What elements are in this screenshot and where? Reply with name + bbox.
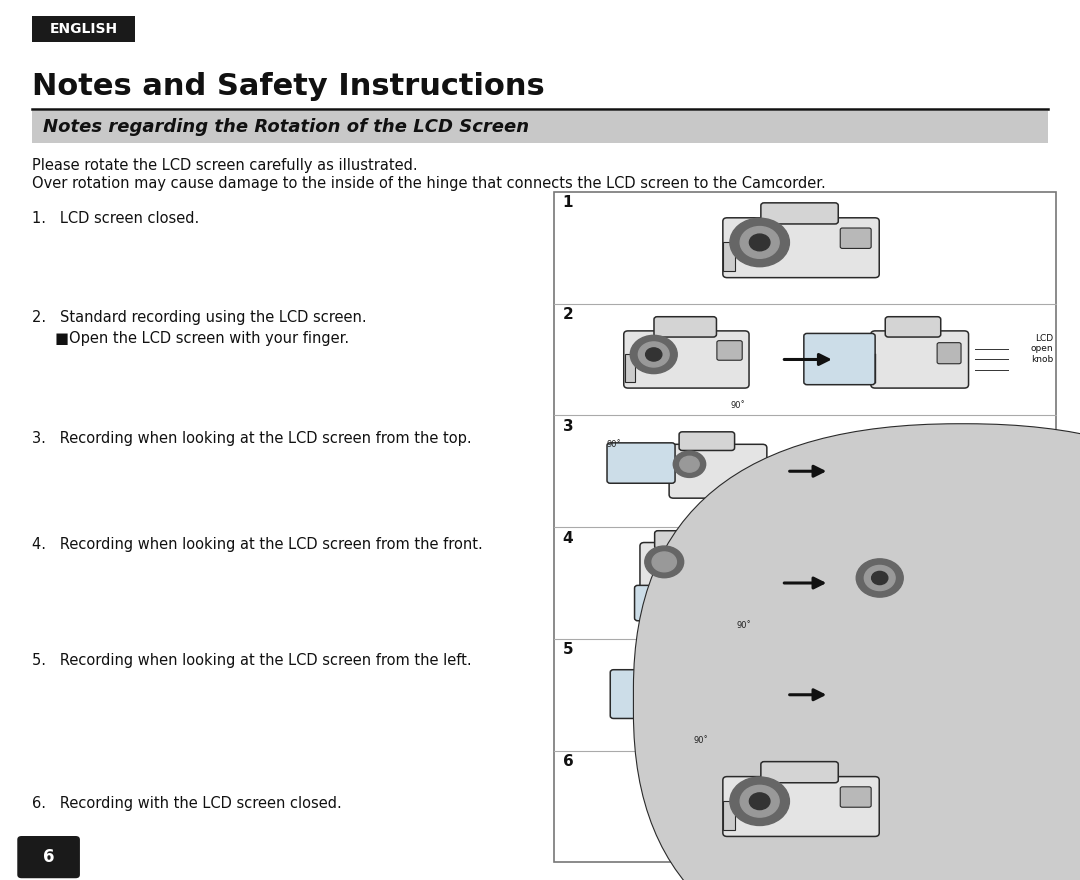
Bar xyxy=(625,355,635,382)
Text: 2: 2 xyxy=(563,307,573,322)
FancyBboxPatch shape xyxy=(880,540,943,561)
Text: 4: 4 xyxy=(563,531,573,546)
Text: 6: 6 xyxy=(563,754,573,769)
FancyBboxPatch shape xyxy=(840,228,872,248)
FancyBboxPatch shape xyxy=(935,679,961,699)
Circle shape xyxy=(679,457,699,473)
FancyBboxPatch shape xyxy=(870,331,969,388)
FancyBboxPatch shape xyxy=(624,331,750,388)
Text: 90˚: 90˚ xyxy=(693,736,707,745)
Text: 5.   Recording when looking at the LCD screen from the left.: 5. Recording when looking at the LCD scr… xyxy=(32,653,472,668)
Text: ENGLISH: ENGLISH xyxy=(50,22,118,36)
FancyBboxPatch shape xyxy=(840,787,872,807)
Circle shape xyxy=(673,451,705,478)
Bar xyxy=(851,578,861,605)
Circle shape xyxy=(856,559,903,598)
FancyBboxPatch shape xyxy=(887,444,985,498)
Text: 3: 3 xyxy=(563,419,573,434)
FancyBboxPatch shape xyxy=(679,432,734,451)
FancyBboxPatch shape xyxy=(654,531,706,549)
Text: 1: 1 xyxy=(563,195,573,210)
Text: 4.   Recording when looking at the LCD screen from the front.: 4. Recording when looking at the LCD scr… xyxy=(32,537,483,552)
Circle shape xyxy=(730,218,789,267)
FancyBboxPatch shape xyxy=(610,670,681,718)
FancyBboxPatch shape xyxy=(32,16,135,42)
Text: 90˚: 90˚ xyxy=(731,400,745,410)
FancyBboxPatch shape xyxy=(17,836,80,878)
Bar xyxy=(724,242,735,272)
Circle shape xyxy=(631,335,677,374)
Text: 6.   Recording with the LCD screen closed.: 6. Recording with the LCD screen closed. xyxy=(32,796,342,811)
Text: ■Open the LCD screen with your finger.: ■Open the LCD screen with your finger. xyxy=(32,331,350,346)
FancyBboxPatch shape xyxy=(897,432,953,451)
Circle shape xyxy=(750,793,770,810)
FancyBboxPatch shape xyxy=(760,761,838,783)
Bar xyxy=(724,801,735,831)
FancyBboxPatch shape xyxy=(863,668,972,722)
FancyBboxPatch shape xyxy=(723,218,879,278)
Text: 90˚: 90˚ xyxy=(607,440,621,450)
Circle shape xyxy=(638,342,670,367)
FancyBboxPatch shape xyxy=(607,443,675,483)
Circle shape xyxy=(645,546,684,577)
FancyBboxPatch shape xyxy=(670,444,767,498)
FancyBboxPatch shape xyxy=(804,334,875,385)
FancyBboxPatch shape xyxy=(760,203,838,224)
Text: 6: 6 xyxy=(43,848,54,866)
Circle shape xyxy=(740,785,779,818)
Circle shape xyxy=(730,777,789,825)
FancyBboxPatch shape xyxy=(717,341,742,360)
FancyBboxPatch shape xyxy=(640,542,740,590)
Text: Over rotation may cause damage to the inside of the hinge that connects the LCD : Over rotation may cause damage to the in… xyxy=(32,176,826,191)
FancyBboxPatch shape xyxy=(634,424,1080,880)
Text: LCD
open
knob: LCD open knob xyxy=(1030,334,1053,363)
FancyBboxPatch shape xyxy=(879,656,935,674)
Text: Notes and Safety Instructions: Notes and Safety Instructions xyxy=(32,72,545,101)
Circle shape xyxy=(652,552,676,572)
Text: 1.   LCD screen closed.: 1. LCD screen closed. xyxy=(32,211,200,226)
FancyBboxPatch shape xyxy=(723,776,879,836)
Text: 5: 5 xyxy=(563,642,573,657)
Text: Please rotate the LCD screen carefully as illustrated.: Please rotate the LCD screen carefully a… xyxy=(32,158,418,173)
Circle shape xyxy=(872,571,888,584)
Circle shape xyxy=(864,566,895,590)
Text: Notes regarding the Rotation of the LCD Screen: Notes regarding the Rotation of the LCD … xyxy=(43,118,529,136)
FancyBboxPatch shape xyxy=(635,585,723,620)
FancyBboxPatch shape xyxy=(677,668,767,722)
FancyBboxPatch shape xyxy=(897,494,976,524)
FancyBboxPatch shape xyxy=(850,554,975,612)
Circle shape xyxy=(646,348,662,361)
FancyBboxPatch shape xyxy=(943,564,968,583)
Bar xyxy=(554,192,1056,862)
Text: 3.   Recording when looking at the LCD screen from the top.: 3. Recording when looking at the LCD scr… xyxy=(32,431,472,446)
FancyBboxPatch shape xyxy=(886,317,941,337)
FancyBboxPatch shape xyxy=(654,317,716,337)
Circle shape xyxy=(750,234,770,251)
Text: 2.   Standard recording using the LCD screen.: 2. Standard recording using the LCD scre… xyxy=(32,310,367,325)
FancyBboxPatch shape xyxy=(32,111,1048,143)
FancyBboxPatch shape xyxy=(687,656,738,674)
Circle shape xyxy=(740,226,779,259)
FancyBboxPatch shape xyxy=(937,342,961,363)
Text: 90˚: 90˚ xyxy=(737,620,751,630)
